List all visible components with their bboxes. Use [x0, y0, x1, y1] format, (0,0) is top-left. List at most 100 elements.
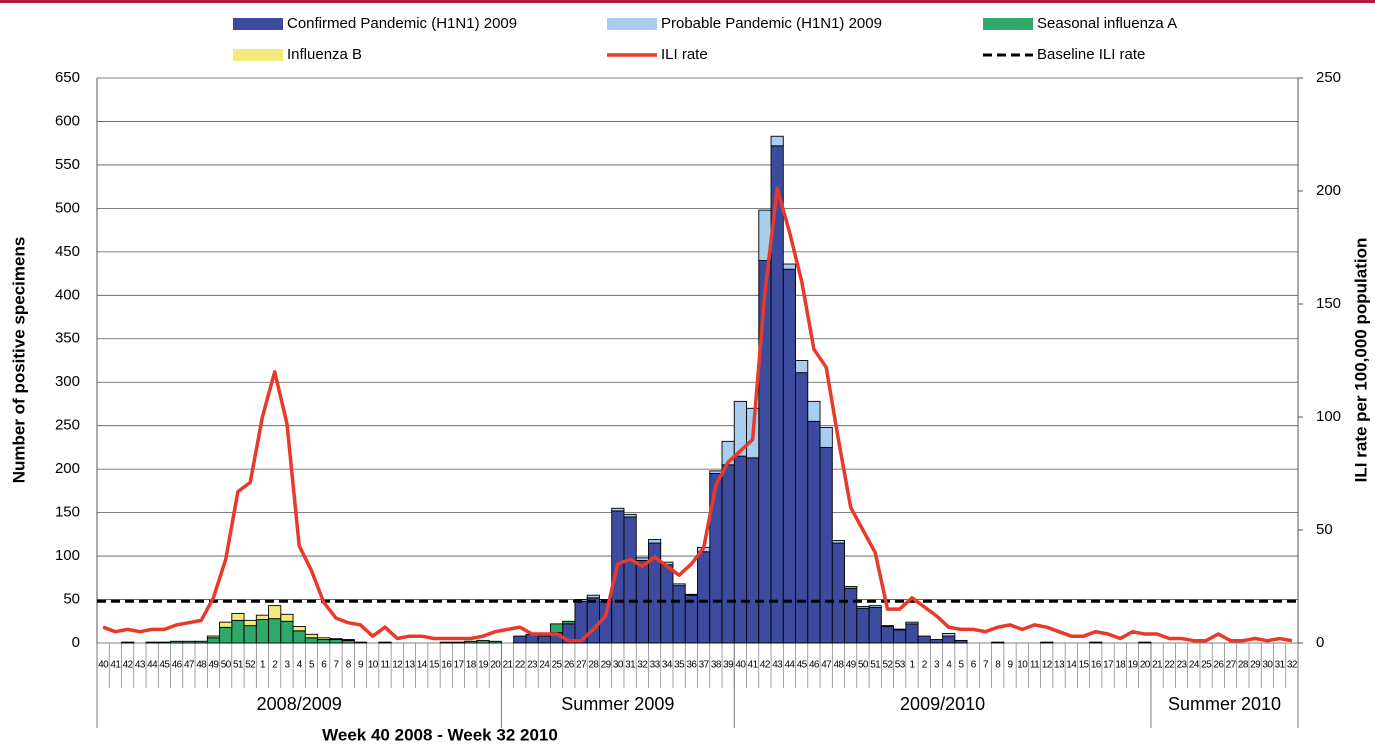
group-label: Summer 2010: [1168, 694, 1281, 714]
bar-segment: [206, 637, 221, 644]
legend-label: Seasonal influenza A: [1037, 15, 1177, 32]
x-tick-label: 41: [748, 660, 759, 671]
legend-swatch: [233, 49, 283, 61]
bar-segment: [1040, 641, 1054, 644]
bar-segment: [206, 635, 221, 639]
y2-tick-label: 200: [1316, 182, 1341, 199]
x-tick-label: 30: [613, 660, 624, 671]
x-tick-label: 7: [333, 660, 339, 671]
bar-segment: [464, 640, 478, 644]
x-tick-label: 49: [208, 660, 219, 671]
x-tick-label: 53: [895, 660, 906, 671]
bar-segment: [611, 507, 625, 512]
x-tick-label: 5: [309, 660, 315, 671]
bar-segment: [856, 606, 870, 609]
bar-segment: [586, 597, 600, 644]
bar-segment: [721, 464, 735, 644]
bar-segment: [782, 268, 796, 644]
bar-segment: [317, 637, 331, 640]
x-tick-label: 34: [662, 660, 673, 671]
x-tick-label: 46: [809, 660, 820, 671]
x-tick-label: 15: [429, 660, 440, 671]
bar-segment: [648, 539, 662, 544]
bar-segment: [770, 135, 784, 147]
y-tick-label: 550: [55, 156, 80, 173]
x-tick-label: 1: [260, 660, 266, 671]
y-axis-title: Number of positive specimens: [9, 237, 28, 484]
bar-segment: [268, 605, 282, 620]
y2-axis-title: ILI rate per 100,000 population: [1351, 238, 1370, 483]
bar-segment: [255, 614, 270, 620]
x-tick-label: 17: [1103, 660, 1114, 671]
x-tick-label: 36: [686, 660, 697, 671]
bar-segment: [905, 623, 919, 644]
x-tick-label: 12: [1042, 660, 1053, 671]
x-tick-label: 48: [833, 660, 844, 671]
bar-segment: [280, 620, 294, 644]
bar-segment: [219, 621, 233, 628]
x-tick-label: 52: [245, 660, 256, 671]
x-tick-label: 27: [1226, 660, 1237, 671]
bar-segment: [292, 630, 306, 644]
bar-segment: [353, 641, 368, 644]
legend-swatch: [607, 18, 657, 30]
x-tick-label: 9: [358, 660, 364, 671]
x-tick-label: 23: [1177, 660, 1188, 671]
y-tick-label: 450: [55, 243, 80, 260]
bar-segment: [255, 619, 270, 644]
x-tick-label: 20: [490, 660, 501, 671]
x-tick-label: 6: [321, 660, 327, 671]
x-tick-label: 10: [1017, 660, 1028, 671]
x-axis-title: Week 40 2008 - Week 32 2010: [322, 725, 558, 744]
x-tick-label: 18: [466, 660, 477, 671]
bar-segment: [942, 635, 956, 644]
x-tick-label: 14: [417, 660, 428, 671]
x-tick-label: 21: [503, 660, 514, 671]
bar-segment: [439, 641, 453, 644]
x-tick-label: 26: [564, 660, 575, 671]
bar-segment: [1089, 641, 1103, 644]
bar-segment: [672, 585, 686, 644]
x-tick-label: 45: [797, 660, 808, 671]
x-tick-label: 15: [1079, 660, 1090, 671]
y-tick-label: 150: [55, 504, 80, 521]
y-tick-label: 500: [55, 199, 80, 216]
x-tick-label: 48: [196, 660, 207, 671]
legend-label: Baseline ILI rate: [1037, 46, 1145, 63]
x-tick-label: 44: [784, 660, 795, 671]
bar-segment: [831, 542, 846, 644]
y-tick-label: 400: [55, 286, 80, 303]
bar-segment: [746, 457, 760, 644]
y-tick-label: 250: [55, 417, 80, 434]
bar-segment: [513, 635, 527, 644]
x-tick-label: 19: [478, 660, 489, 671]
bar-segment: [378, 641, 392, 644]
legend-label: Confirmed Pandemic (H1N1) 2009: [287, 15, 517, 32]
bar-segment: [929, 639, 944, 644]
bar-segment: [782, 263, 796, 270]
legend-swatch: [983, 18, 1033, 30]
x-tick-label: 42: [123, 660, 134, 671]
y2-tick-label: 0: [1316, 634, 1324, 651]
x-tick-label: 9: [1008, 660, 1014, 671]
bar-segment: [317, 639, 331, 644]
y2-tick-label: 50: [1316, 521, 1333, 538]
bar-segment: [795, 360, 809, 374]
x-tick-label: 44: [147, 660, 158, 671]
x-tick-label: 10: [368, 660, 379, 671]
bar-segment: [819, 426, 833, 448]
legend-label: Influenza B: [287, 46, 362, 63]
x-tick-label: 6: [971, 660, 977, 671]
bar-segment: [991, 641, 1005, 644]
bar-segment: [451, 641, 466, 644]
bar-segment: [844, 586, 858, 589]
x-tick-label: 24: [539, 660, 550, 671]
x-tick-label: 3: [284, 660, 290, 671]
y-tick-label: 350: [55, 330, 80, 347]
bar-segment: [684, 593, 698, 596]
x-tick-label: 29: [1250, 660, 1261, 671]
y-tick-label: 100: [55, 547, 80, 564]
group-label: Summer 2009: [561, 694, 674, 714]
